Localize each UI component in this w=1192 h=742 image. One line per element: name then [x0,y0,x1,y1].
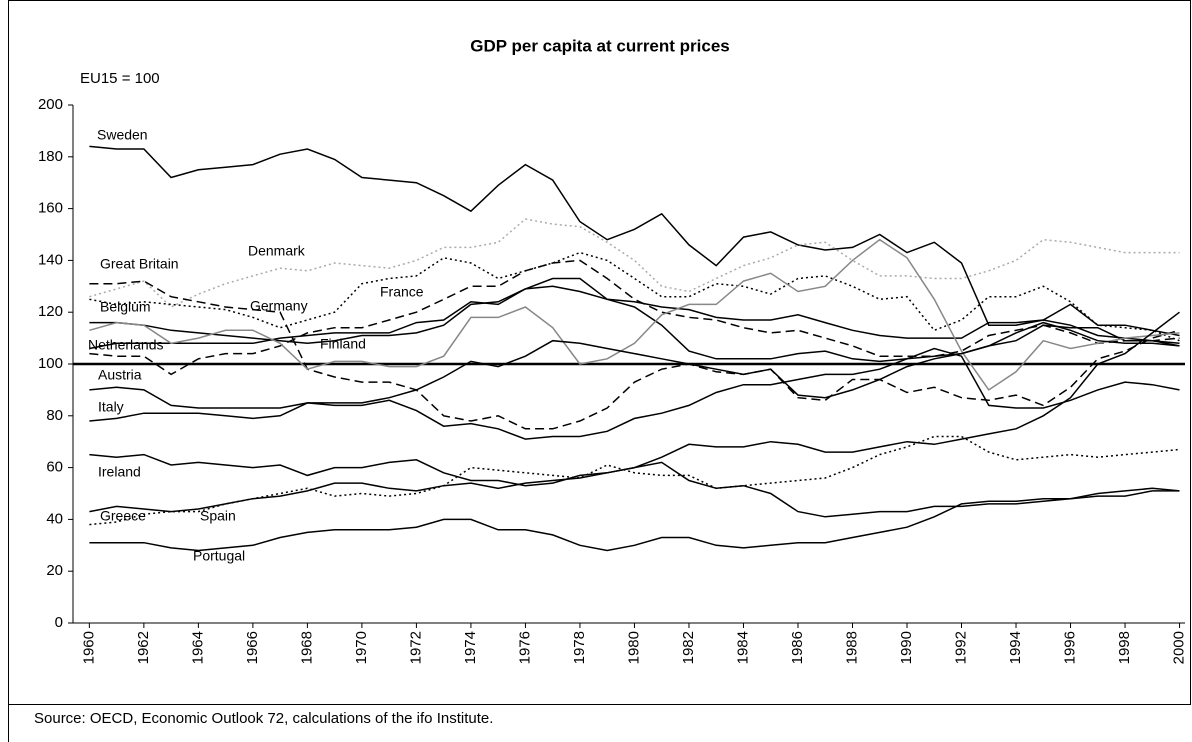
series-line [89,277,1180,350]
y-tick-label: 20 [46,562,63,579]
frame [8,0,1191,705]
x-tick-label: 1962 [135,631,152,664]
x-tick-label: 1986 [789,631,806,664]
series-label: Portugal [193,548,245,564]
series-label: Greece [100,508,146,524]
x-tick-label: 1976 [516,631,533,664]
series-line [89,321,1180,409]
series-label: Finland [320,336,366,352]
x-tick-label: 1966 [244,631,261,664]
y-tick-label: 120 [38,303,63,320]
x-tick-label: 1978 [571,631,588,664]
x-tick-label: 1970 [353,631,370,664]
chart-title: GDP per capita at current prices [470,36,730,55]
x-tick-label: 1984 [734,631,751,664]
y-tick-label: 160 [38,200,63,217]
series-line [89,490,1180,552]
x-tick-label: 1974 [462,631,479,664]
x-tick-label: 1996 [1061,631,1078,664]
x-tick-label: 1992 [952,631,969,664]
series-label: France [380,284,424,300]
series-line [89,347,1180,440]
series-line [89,238,1180,391]
x-tick-label: 1972 [407,631,424,664]
series-line [89,461,1180,518]
series-line [89,435,1180,526]
series-label: Spain [200,508,236,524]
series-label: Sweden [97,127,148,143]
series-line [89,280,1180,430]
x-tick-label: 1998 [1116,631,1133,664]
x-tick-label: 1982 [680,631,697,664]
x-tick-label: 1990 [898,631,915,664]
y-tick-label: 80 [46,407,63,424]
series-label: Netherlands [88,337,164,353]
x-tick-label: 1964 [189,631,206,664]
y-tick-label: 140 [38,251,63,268]
series-label: Denmark [248,243,306,259]
y-tick-label: 100 [38,355,63,372]
x-tick-label: 1968 [298,631,315,664]
subtitle: EU15 = 100 [80,70,160,87]
y-tick-label: 40 [46,510,63,527]
series-label: Ireland [98,464,141,480]
y-tick-label: 60 [46,459,63,476]
series-label: Great Britain [100,256,179,272]
x-tick-label: 1980 [625,631,642,664]
y-tick-label: 200 [38,96,63,113]
series-line [89,145,1180,337]
x-tick-label: 2000 [1171,631,1188,664]
y-tick-label: 0 [55,614,63,631]
series-line [89,251,1180,342]
x-tick-label: 1994 [1007,631,1024,664]
series-line [89,218,1180,308]
series-label: Austria [98,367,142,383]
series-label: Germany [250,298,308,314]
y-tick-label: 180 [38,148,63,165]
series-label: Italy [98,399,124,415]
x-tick-label: 1960 [80,631,97,664]
x-tick-label: 1988 [843,631,860,664]
source-note: Source: OECD, Economic Outlook 72, calcu… [34,710,493,727]
series-label: Belgium [100,299,151,315]
